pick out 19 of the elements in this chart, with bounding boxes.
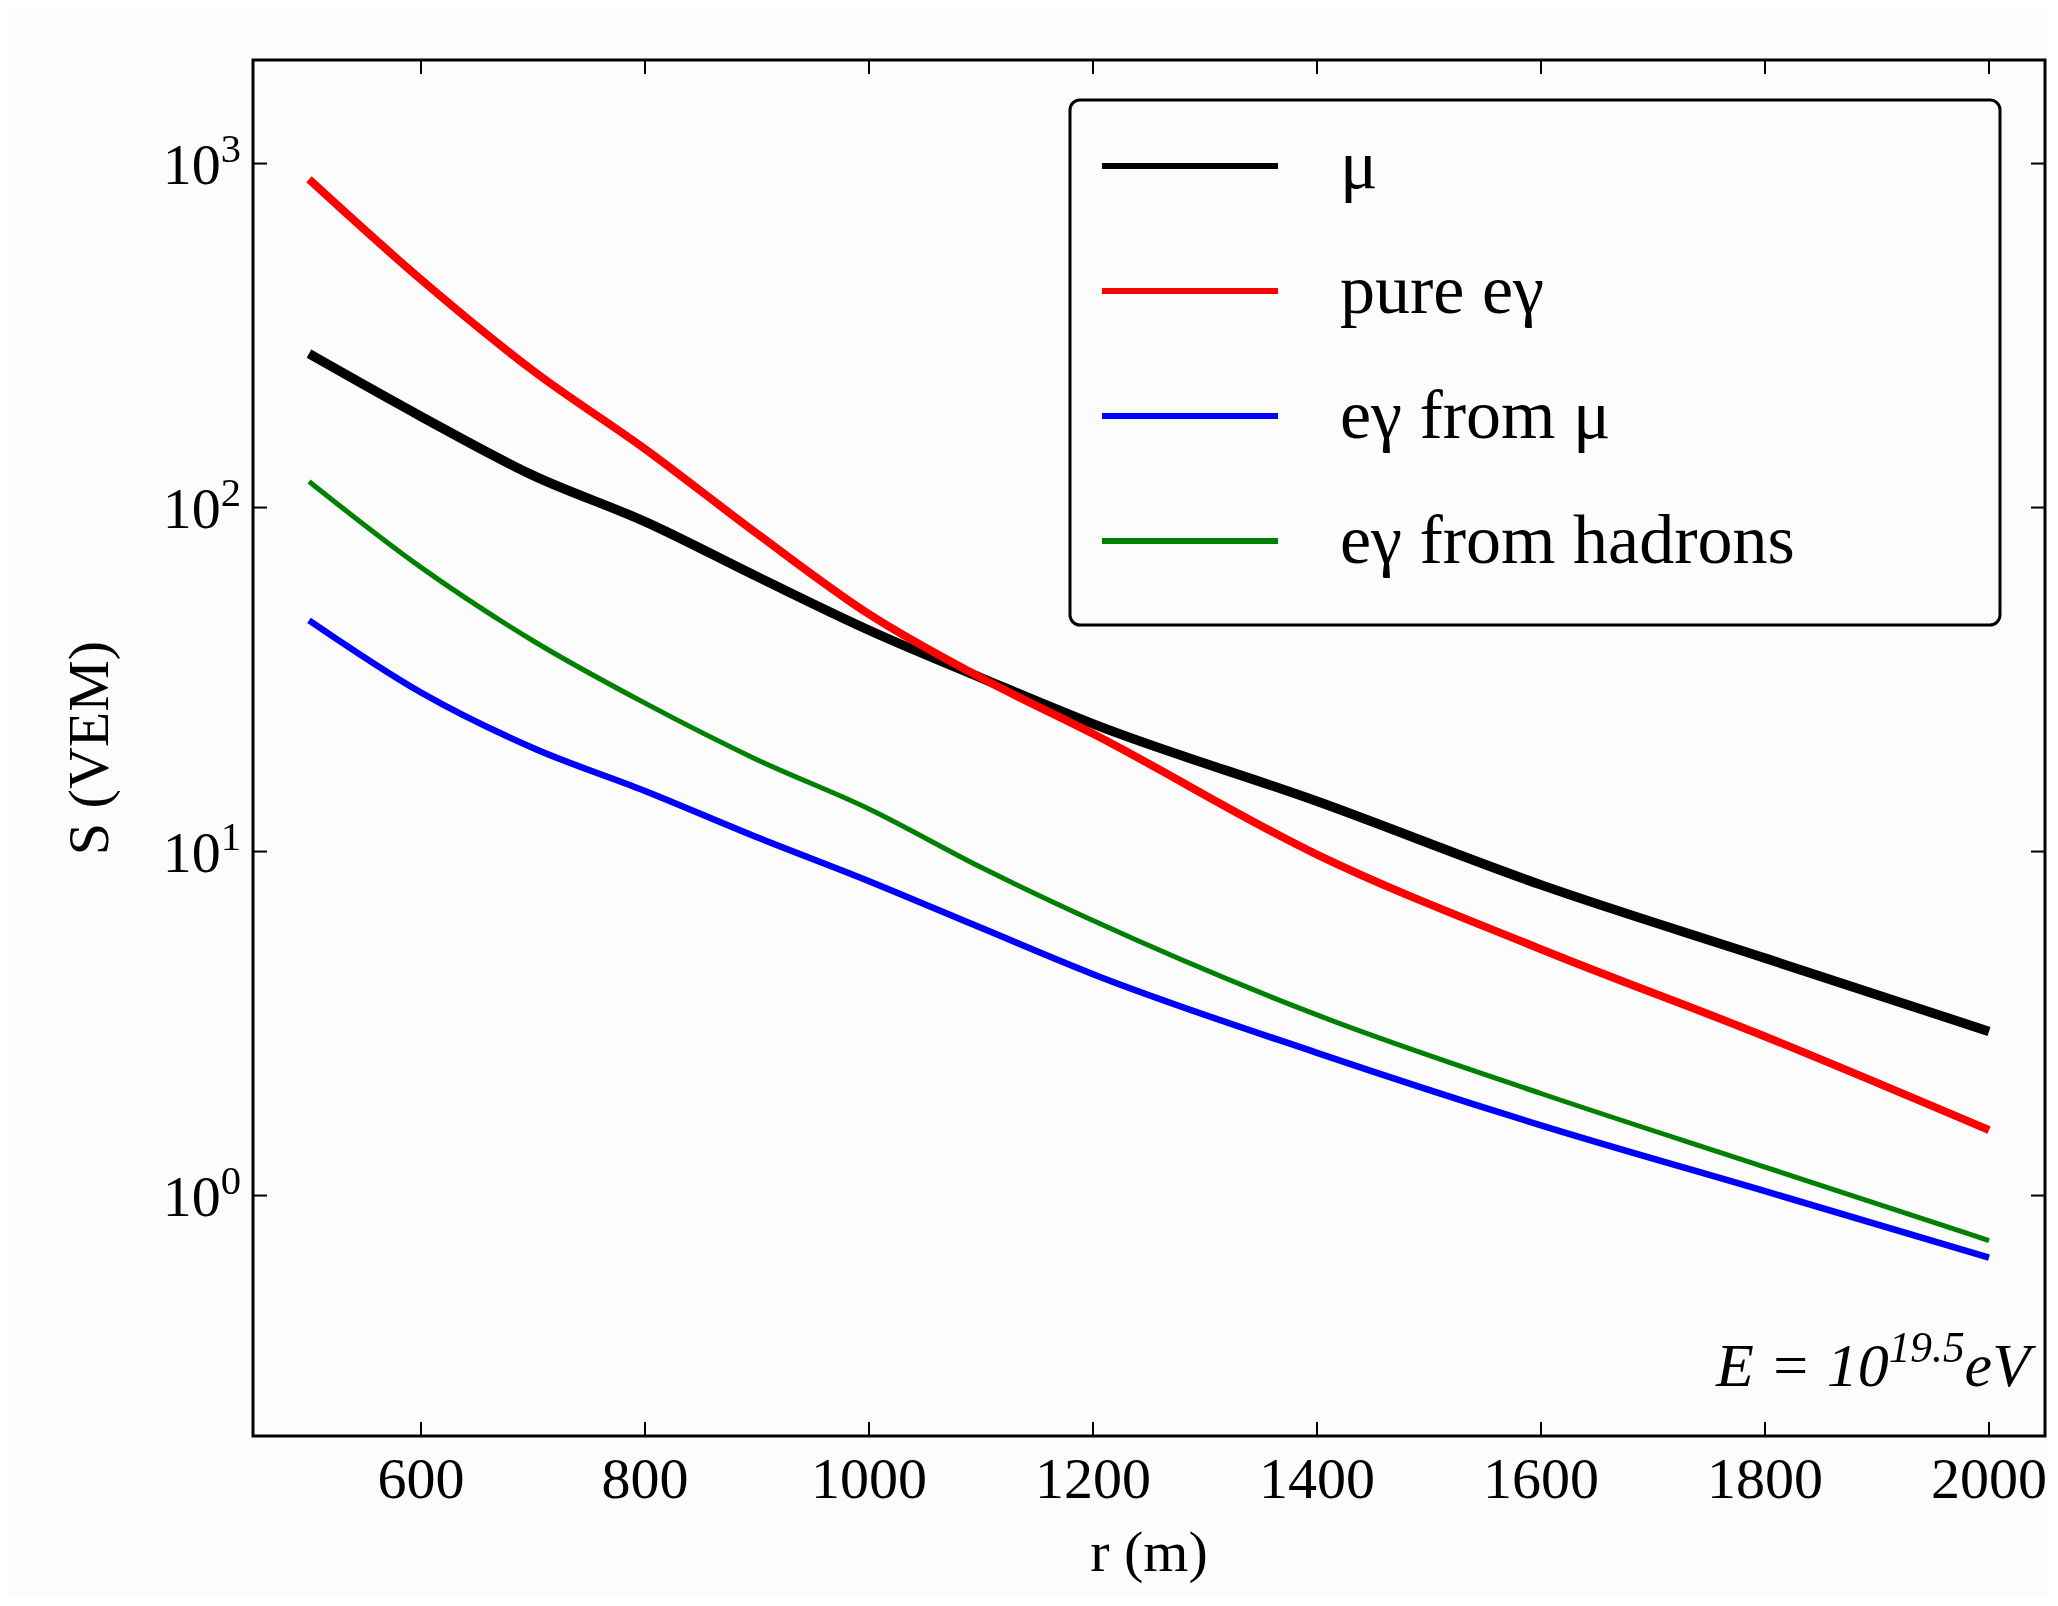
x-tick-label: 1600 [1483, 1446, 1599, 1511]
x-tick-label: 2000 [1931, 1446, 2047, 1511]
legend-label: pure eγ [1340, 251, 1544, 328]
x-axis-title: r (m) [1090, 1519, 1208, 1584]
x-tick-label: 1000 [811, 1446, 927, 1511]
x-tick-label: 1800 [1707, 1446, 1823, 1511]
legend-label: μ [1340, 126, 1378, 203]
x-tick-label: 600 [377, 1446, 465, 1511]
y-tick-label: 10$^{2}$ [162, 469, 241, 541]
annotation: E = 10$^{19.5}$eV [1714, 1323, 2037, 1399]
x-tick-label: 800 [601, 1446, 689, 1511]
y-tick-label: 10$^{1}$ [162, 813, 241, 885]
legend-label: eγ from hadrons [1340, 501, 1795, 578]
legend-label: eγ from μ [1340, 376, 1611, 453]
y-tick-label: 10$^{3}$ [162, 125, 241, 197]
y-axis-title: S (VEM) [56, 640, 121, 856]
x-tick-label: 1400 [1259, 1446, 1375, 1511]
y-tick-label: 10$^{0}$ [162, 1157, 241, 1229]
x-tick-label: 1200 [1035, 1446, 1151, 1511]
